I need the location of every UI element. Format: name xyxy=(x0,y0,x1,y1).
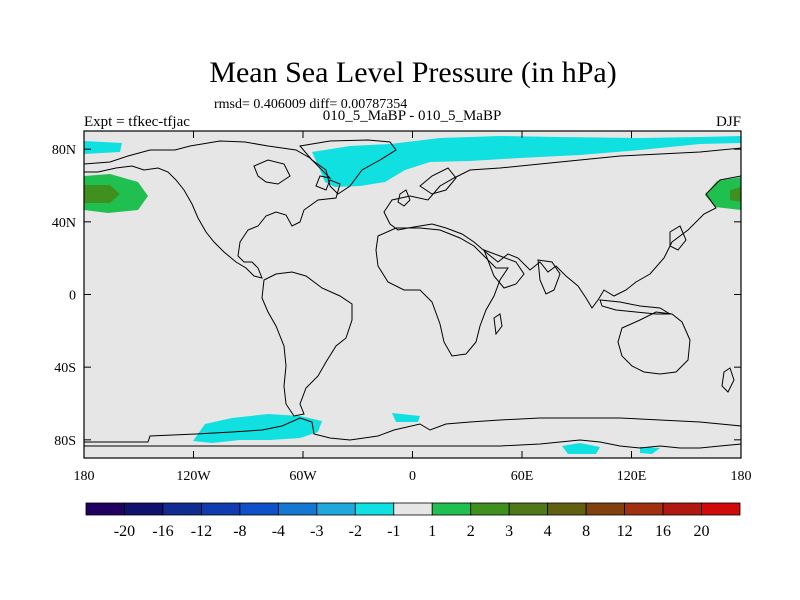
colorbar-swatch xyxy=(431,502,472,516)
coast-hudson-bay xyxy=(253,159,291,185)
map-panel: 180 120W 60W 0 60E 120E 180 80N 40N 0 40S 80S xyxy=(52,130,752,484)
x-tick-label: 60E xyxy=(511,469,534,484)
colorbar-label: 20 xyxy=(694,523,710,540)
colorbar-label: -8 xyxy=(233,523,246,540)
x-tick-label: 180 xyxy=(74,469,95,484)
experiment-label: Expt = tfkec-tfjac xyxy=(84,114,190,130)
colorbar-label: 1 xyxy=(428,523,436,540)
coast-scandinavia xyxy=(419,167,457,195)
coast-australia xyxy=(617,311,691,375)
colorbar-swatch xyxy=(547,502,587,516)
colorbar-swatch xyxy=(354,502,395,516)
colorbar-swatch xyxy=(239,502,279,516)
colorbar-swatch xyxy=(201,502,241,516)
colorbar: -20 -16 -12 -8 -4 -3 -2 -1 1 2 3 4 8 12 16 20 xyxy=(85,502,741,540)
y-axis-ticks: 80N 40N 0 40S 80S xyxy=(52,143,741,449)
colorbar-label: 16 xyxy=(655,523,671,540)
colorbar-swatch xyxy=(701,502,741,516)
colorbar-label: -1 xyxy=(387,523,400,540)
x-tick-label: 180 xyxy=(731,469,752,484)
colorbar-label: 2 xyxy=(467,523,475,540)
x-tick-label: 120E xyxy=(617,469,647,484)
colorbar-swatch xyxy=(508,502,549,516)
x-tick-label: 120W xyxy=(176,469,211,484)
anomaly-cyan-antarctic-indian xyxy=(562,443,600,454)
anomaly-cyan-antarctic-west xyxy=(193,414,322,443)
colorbar-swatch xyxy=(662,502,702,516)
coast-antarctica xyxy=(84,417,742,449)
coast-britain xyxy=(397,189,411,207)
y-tick-label: 80N xyxy=(52,143,76,158)
colorbar-label: -2 xyxy=(349,523,362,540)
x-tick-label: 0 xyxy=(409,469,416,484)
comparison-label: 010_5_MaBP - 010_5_MaBP xyxy=(323,108,502,124)
colorbar-swatch xyxy=(470,502,510,516)
y-tick-label: 80S xyxy=(54,434,76,449)
colorbar-swatch xyxy=(162,502,202,516)
stats-line: rmsd= 0.406009 diff= 0.00787354 xyxy=(214,97,407,112)
coast-north-america xyxy=(83,140,341,279)
figure-title: Mean Sea Level Pressure (in hPa) xyxy=(209,56,616,89)
y-tick-label: 0 xyxy=(69,289,76,304)
anomaly-olive-pacific-west xyxy=(84,185,120,203)
colorbar-label: -16 xyxy=(152,523,173,540)
anomaly-cyan-antarctic-east xyxy=(640,447,660,454)
coast-south-america xyxy=(261,271,353,417)
colorbar-swatch xyxy=(624,502,664,516)
y-tick-label: 40S xyxy=(54,361,76,376)
colorbar-label: -3 xyxy=(310,523,323,540)
coast-new-zealand xyxy=(721,367,735,393)
colorbar-swatch xyxy=(85,502,125,516)
colorbar-swatch xyxy=(316,502,356,516)
anomaly-cyan-arctic-pacific xyxy=(84,141,122,154)
anomaly-green-pacific-east xyxy=(705,177,741,210)
coast-indonesia xyxy=(599,299,672,315)
colorbar-label: 4 xyxy=(544,523,552,540)
anomaly-cyan-antarctic-atlantic xyxy=(392,413,420,422)
coast-greenland xyxy=(299,139,397,195)
coastlines xyxy=(83,139,742,449)
anomaly-cyan-arctic-atlantic xyxy=(312,136,741,187)
colorbar-label: -20 xyxy=(114,523,135,540)
coast-japan xyxy=(669,225,687,251)
coast-madagascar xyxy=(493,313,503,336)
colorbar-swatch xyxy=(393,502,433,516)
season-label: DJF xyxy=(716,114,741,130)
coast-india xyxy=(537,259,561,295)
coast-africa xyxy=(375,227,509,357)
colorbar-swatch xyxy=(585,502,625,516)
anomaly-olive-pacific-east xyxy=(730,187,741,202)
coast-arabia xyxy=(483,249,525,289)
colorbar-label: -12 xyxy=(191,523,212,540)
colorbar-label: -4 xyxy=(272,523,285,540)
x-tick-label: 60W xyxy=(289,469,317,484)
x-axis-ticks: 180 120W 60W 0 60E 120E 180 xyxy=(74,131,752,484)
ocean-background xyxy=(84,131,741,458)
colorbar-swatch xyxy=(277,502,318,516)
anomaly-shading xyxy=(84,136,741,454)
colorbar-label: 3 xyxy=(505,523,513,540)
y-tick-label: 40N xyxy=(52,216,76,231)
colorbar-label: 8 xyxy=(582,523,590,540)
colorbar-swatch xyxy=(124,502,164,516)
coast-eurasia xyxy=(383,147,742,309)
colorbar-label: 12 xyxy=(617,523,633,540)
